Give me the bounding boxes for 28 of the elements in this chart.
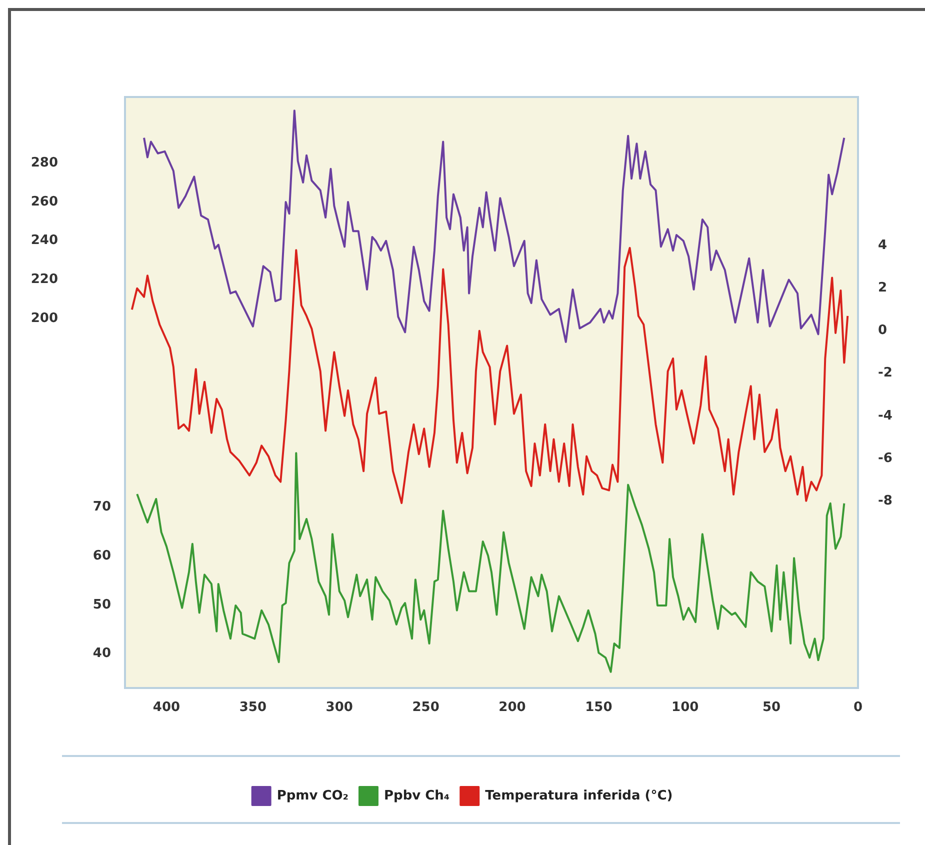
y2-tick-label: -6 [878, 450, 892, 466]
legend-label: Ppbv Ch₄ [384, 788, 450, 804]
x-tick-label: 300 [326, 700, 353, 716]
y3-tick-label: 40 [92, 646, 111, 662]
y2-tick-label: -8 [878, 493, 892, 508]
y-tick-label: 280 [30, 155, 58, 170]
x-tick-label: 350 [239, 700, 266, 716]
legend-label: Temperatura inferida (°C) [485, 788, 673, 804]
y2-tick-label: 2 [878, 280, 888, 296]
y-tick-label: 240 [30, 233, 58, 248]
x-tick-label: 150 [585, 700, 612, 716]
y3-tick-label: 50 [92, 597, 111, 612]
y3-tick-label: 70 [92, 500, 111, 515]
x-tick-label: 200 [498, 700, 526, 716]
x-tick-label: 250 [412, 700, 440, 716]
x-tick-label: 100 [672, 700, 699, 716]
y2-tick-label: 4 [878, 238, 888, 254]
legend-label: Ppmv CO₂ [276, 788, 348, 804]
y-tick-label: 260 [30, 194, 58, 210]
y2-tick-label: 0 [878, 323, 888, 338]
y2-tick-label: -4 [878, 408, 892, 424]
x-tick-label: 400 [152, 700, 180, 716]
y3-tick-label: 60 [92, 548, 111, 564]
x-tick-label: 50 [762, 700, 781, 716]
y2-tick-label: -2 [878, 366, 892, 381]
y-tick-label: 200 [30, 311, 58, 326]
y-tick-label: 220 [30, 272, 58, 288]
x-tick-label: 0 [853, 700, 863, 716]
